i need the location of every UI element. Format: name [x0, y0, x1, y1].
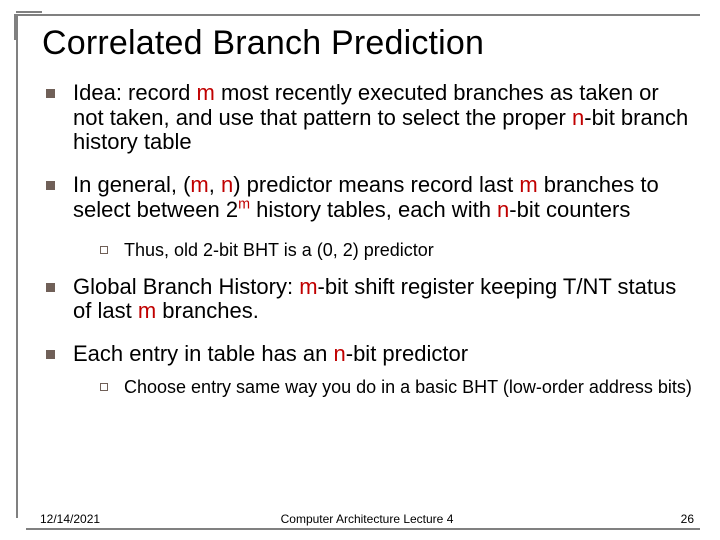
sub-bullet-item: Thus, old 2-bit BHT is a (0, 2) predicto…: [100, 240, 692, 261]
border-top: [16, 14, 700, 16]
page-title: Correlated Branch Prediction: [42, 24, 692, 63]
bullet-text: Each entry in table has an n-bit predict…: [73, 342, 468, 367]
square-bullet-icon: [46, 283, 55, 292]
square-bullet-icon: [46, 350, 55, 359]
bullet-item: In general, (m, n) predictor means recor…: [46, 173, 692, 222]
square-bullet-icon: [46, 89, 55, 98]
footer-title: Computer Architecture Lecture 4: [40, 512, 694, 526]
border-bottom: [26, 528, 700, 530]
square-bullet-icon: [46, 181, 55, 190]
bullet-text: In general, (m, n) predictor means recor…: [73, 173, 692, 222]
bullet-item: Global Branch History: m-bit shift regis…: [46, 275, 692, 324]
slide: Correlated Branch Prediction Idea: recor…: [0, 0, 720, 540]
border-left: [16, 14, 18, 518]
open-square-bullet-icon: [100, 246, 108, 254]
open-square-bullet-icon: [100, 383, 108, 391]
bullet-item: Idea: record m most recently executed br…: [46, 81, 692, 155]
page-number: 26: [681, 512, 694, 526]
bullet-item: Each entry in table has an n-bit predict…: [46, 342, 692, 367]
bullet-text: Global Branch History: m-bit shift regis…: [73, 275, 692, 324]
content-area: Idea: record m most recently executed br…: [40, 81, 692, 397]
sub-bullet-text: Thus, old 2-bit BHT is a (0, 2) predicto…: [124, 240, 434, 261]
bullet-text: Idea: record m most recently executed br…: [73, 81, 692, 155]
sub-bullet-text: Choose entry same way you do in a basic …: [124, 377, 692, 398]
footer: 12/14/2021 Computer Architecture Lecture…: [40, 512, 694, 526]
sub-bullet-item: Choose entry same way you do in a basic …: [100, 377, 692, 398]
